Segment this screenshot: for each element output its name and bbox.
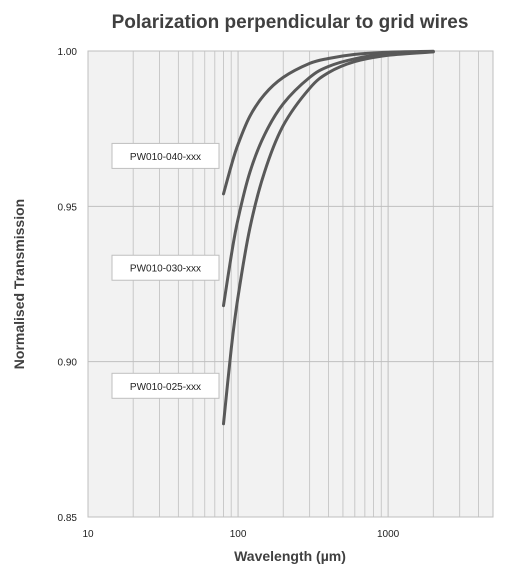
- x-tick-label: 1000: [377, 529, 400, 540]
- x-tick-label: 10: [82, 529, 94, 540]
- series-label-box: [111, 254, 220, 281]
- series-line: [222, 49, 435, 196]
- y-tick-label: 1.00: [58, 47, 78, 58]
- series-label-box: [111, 372, 220, 399]
- y-tick-label: 0.85: [58, 513, 78, 524]
- series-labels: PW010-040-xxx PW010-030-xxx PW010-025-xxx: [111, 142, 220, 399]
- series-label: PW010-040-xxx: [111, 142, 220, 169]
- series-label-text: PW010-025-xxx: [130, 382, 201, 393]
- plot-border: [87, 50, 494, 518]
- y-tick-label: 0.90: [58, 358, 78, 369]
- tick-labels: 10 100 1000 0.85 0.90 0.95 1.00: [58, 47, 400, 540]
- series-lines: [222, 49, 435, 426]
- plot-area: [88, 51, 493, 517]
- chart-title: Polarization perpendicular to grid wires: [112, 12, 469, 33]
- grid-lines: [87, 50, 494, 518]
- series-label: PW010-025-xxx: [111, 372, 220, 399]
- series-line: [222, 50, 435, 426]
- y-tick-label: 0.95: [58, 202, 78, 213]
- series-label-box: [111, 142, 220, 169]
- series-label: PW010-030-xxx: [111, 254, 220, 281]
- series-label-text: PW010-040-xxx: [130, 152, 201, 163]
- x-axis-label: Wavelength (µm): [234, 548, 346, 564]
- x-tick-label: 100: [230, 529, 247, 540]
- y-axis-label: Normalised Transmission: [11, 199, 27, 369]
- series-line: [222, 50, 435, 308]
- series-label-text: PW010-030-xxx: [130, 264, 201, 275]
